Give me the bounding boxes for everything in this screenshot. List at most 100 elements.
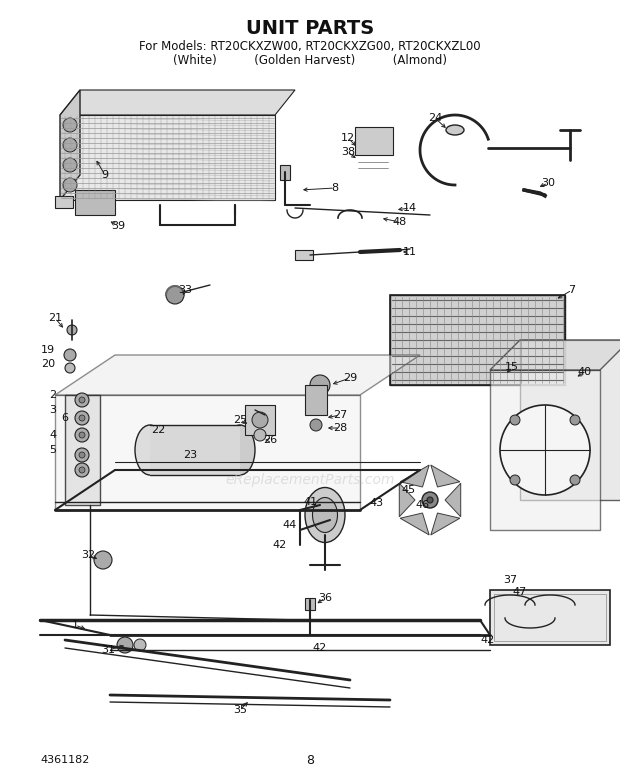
Circle shape	[94, 551, 112, 569]
Text: 27: 27	[333, 410, 347, 420]
Text: 39: 39	[111, 221, 125, 231]
Polygon shape	[431, 465, 460, 487]
Circle shape	[310, 419, 322, 431]
Circle shape	[75, 411, 89, 425]
Polygon shape	[490, 340, 620, 370]
Bar	[55, 196, 73, 208]
Circle shape	[79, 432, 85, 438]
Text: 21: 21	[48, 313, 62, 323]
Text: 24: 24	[428, 113, 442, 123]
Polygon shape	[399, 483, 415, 517]
Text: 25: 25	[233, 415, 247, 425]
Text: (White)          (Golden Harvest)          (Almond): (White) (Golden Harvest) (Almond)	[173, 53, 447, 67]
Polygon shape	[60, 90, 80, 200]
Polygon shape	[400, 513, 429, 535]
Text: 15: 15	[505, 362, 519, 372]
Text: 14: 14	[403, 203, 417, 213]
Circle shape	[166, 286, 184, 304]
Bar	[295, 250, 313, 260]
Ellipse shape	[305, 488, 345, 543]
Text: UNIT PARTS: UNIT PARTS	[246, 19, 374, 38]
Text: 20: 20	[41, 359, 55, 369]
Bar	[490, 590, 610, 645]
Text: 38: 38	[341, 147, 355, 157]
Text: 5: 5	[50, 445, 56, 455]
Circle shape	[63, 118, 77, 132]
Bar	[305, 598, 315, 610]
Bar	[355, 127, 393, 155]
Circle shape	[75, 448, 89, 462]
Text: 45: 45	[401, 485, 415, 495]
Polygon shape	[55, 355, 420, 395]
Polygon shape	[65, 395, 100, 505]
Bar	[390, 295, 565, 385]
Text: 42: 42	[273, 540, 287, 550]
Text: 32: 32	[81, 550, 95, 560]
Circle shape	[79, 452, 85, 458]
Text: 26: 26	[263, 435, 277, 445]
Polygon shape	[55, 395, 360, 510]
Text: 6: 6	[61, 413, 68, 423]
Text: 23: 23	[183, 450, 197, 460]
Polygon shape	[445, 483, 461, 517]
Circle shape	[510, 415, 520, 425]
Bar	[75, 190, 115, 215]
Text: 12: 12	[341, 133, 355, 143]
Text: 7: 7	[569, 285, 575, 295]
Circle shape	[79, 467, 85, 473]
Text: 30: 30	[541, 178, 555, 188]
Circle shape	[63, 158, 77, 172]
Text: 28: 28	[333, 423, 347, 433]
Polygon shape	[520, 340, 620, 500]
Text: 42: 42	[313, 643, 327, 653]
Ellipse shape	[446, 125, 464, 135]
Polygon shape	[490, 370, 600, 530]
Text: 46: 46	[415, 500, 429, 510]
Circle shape	[134, 639, 146, 651]
Text: 36: 36	[318, 593, 332, 603]
Circle shape	[427, 497, 433, 503]
Polygon shape	[431, 513, 460, 535]
Bar	[305, 385, 327, 415]
Circle shape	[310, 375, 330, 395]
Ellipse shape	[312, 498, 337, 532]
Bar	[245, 405, 275, 435]
Polygon shape	[400, 465, 429, 487]
Text: 35: 35	[233, 705, 247, 715]
Text: 37: 37	[503, 575, 517, 585]
Text: 19: 19	[41, 345, 55, 355]
Text: 22: 22	[151, 425, 165, 435]
Text: 40: 40	[578, 367, 592, 377]
Circle shape	[252, 412, 268, 428]
Text: 29: 29	[343, 373, 357, 383]
Text: 1: 1	[71, 620, 79, 630]
Polygon shape	[60, 90, 295, 115]
Circle shape	[510, 475, 520, 485]
Circle shape	[67, 325, 77, 335]
Text: 4361182: 4361182	[40, 755, 89, 765]
Circle shape	[422, 492, 438, 508]
Bar	[150, 425, 240, 475]
Circle shape	[65, 363, 75, 373]
Circle shape	[570, 475, 580, 485]
Text: 11: 11	[403, 247, 417, 257]
Bar	[280, 165, 290, 180]
Text: 4: 4	[50, 430, 56, 440]
Circle shape	[63, 178, 77, 192]
Bar	[494, 594, 606, 641]
Circle shape	[500, 405, 590, 495]
Text: 8: 8	[332, 183, 339, 193]
Circle shape	[79, 415, 85, 421]
Circle shape	[79, 397, 85, 403]
Circle shape	[75, 428, 89, 442]
Circle shape	[75, 463, 89, 477]
Circle shape	[64, 349, 76, 361]
Circle shape	[254, 429, 266, 441]
Text: For Models: RT20CKXZW00, RT20CKXZG00, RT20CKXZL00: For Models: RT20CKXZW00, RT20CKXZG00, RT…	[139, 39, 481, 53]
Circle shape	[63, 138, 77, 152]
Text: 47: 47	[513, 587, 527, 597]
Polygon shape	[60, 115, 275, 200]
Text: 9: 9	[102, 170, 108, 180]
Text: 41: 41	[303, 497, 317, 507]
Text: eReplacementParts.com: eReplacementParts.com	[225, 473, 395, 487]
